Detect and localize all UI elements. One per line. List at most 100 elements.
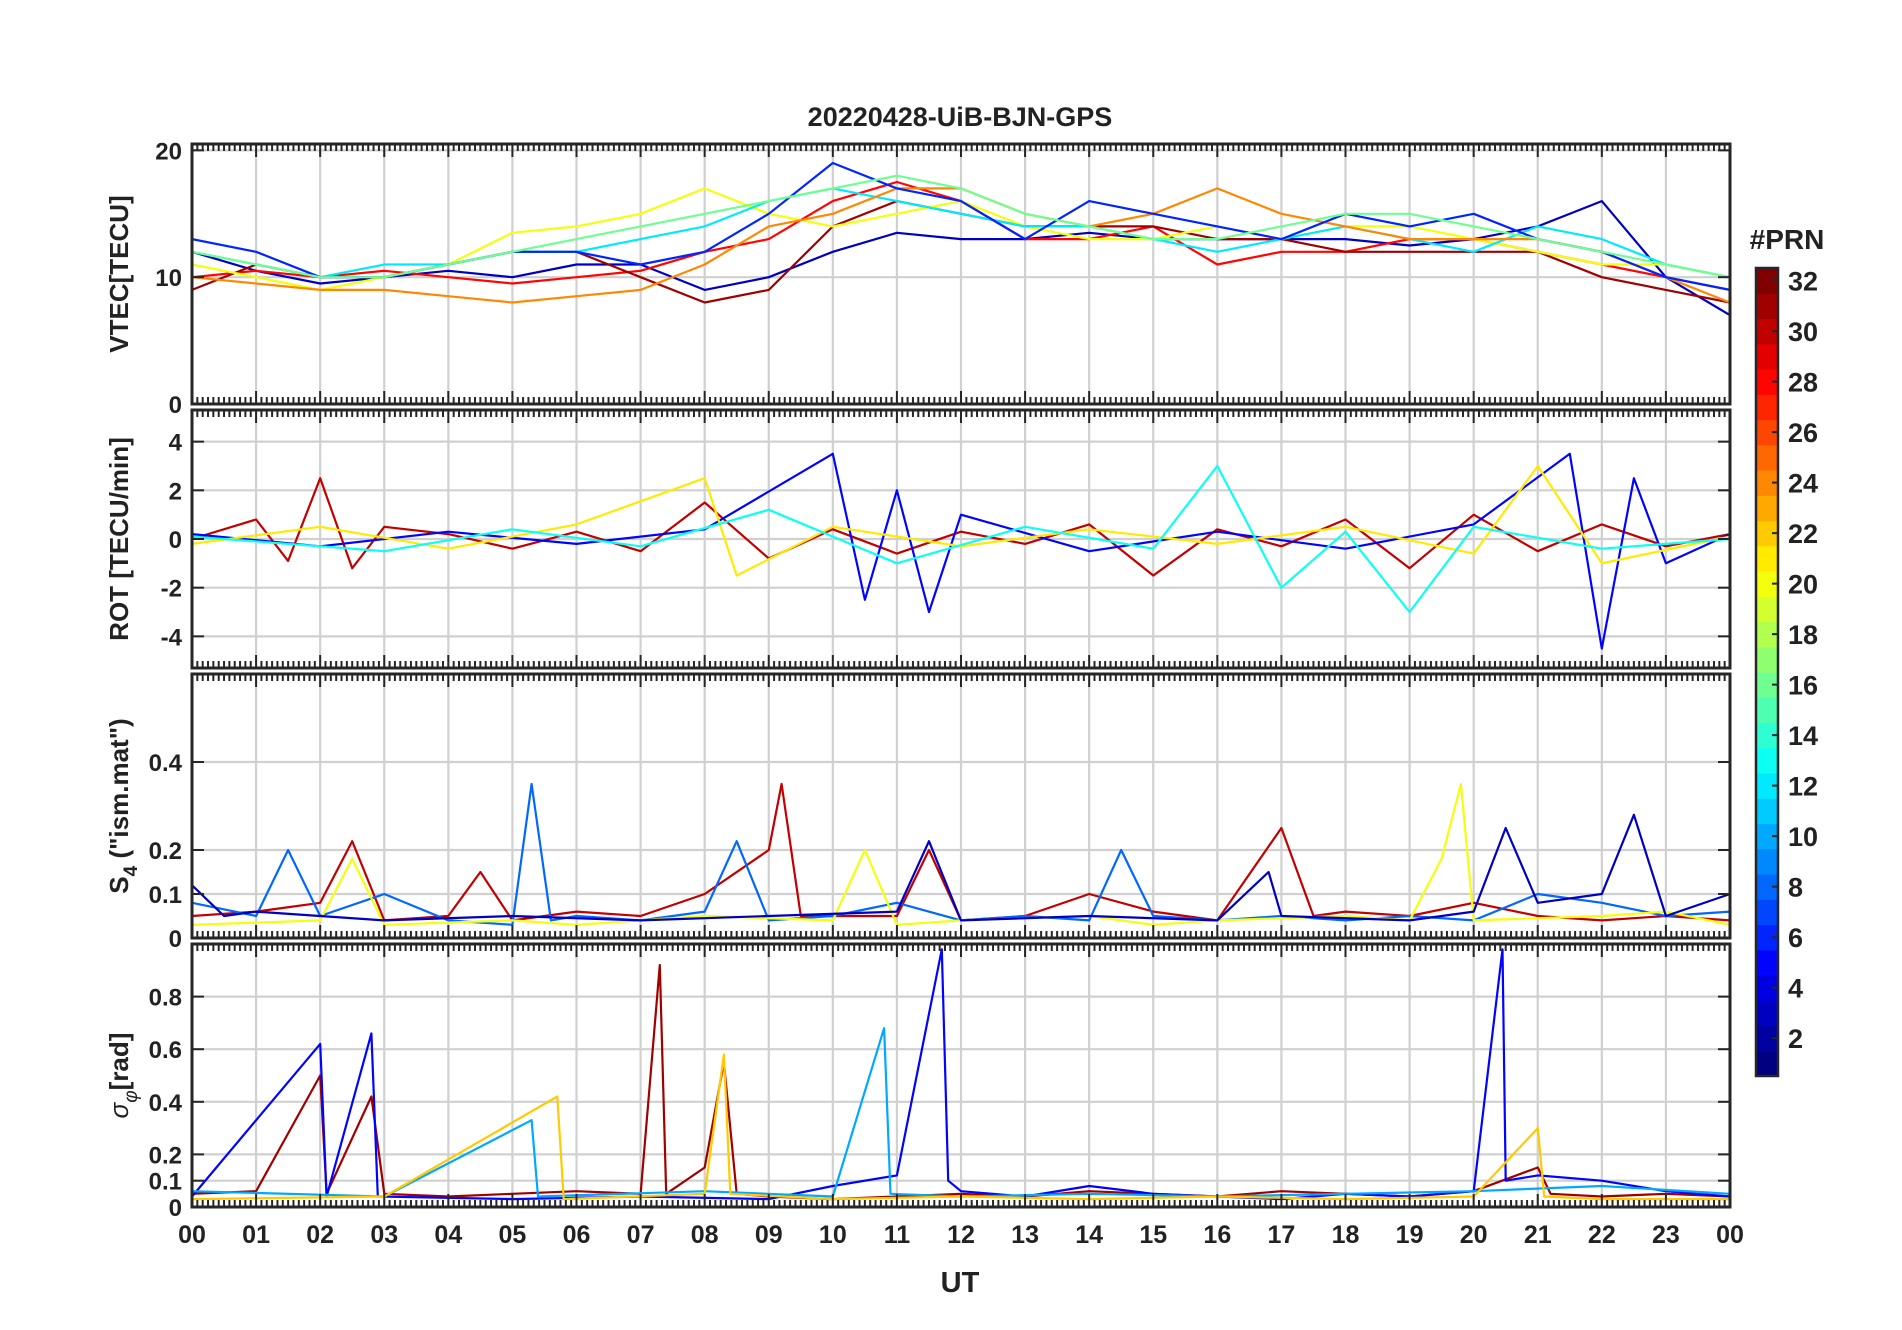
y-tick-label: 0.4 [149, 750, 183, 777]
y-tick-label: 20 [155, 138, 182, 165]
x-tick-label: 15 [1139, 1221, 1167, 1249]
colorbar-segment [1756, 697, 1778, 724]
y-axis-label: ROT [TECU/min] [104, 437, 134, 641]
colorbar-segment [1756, 1025, 1778, 1052]
y-axis-label: VTEC[TECU] [104, 195, 134, 352]
y-tick-label: 0.2 [149, 838, 182, 865]
series-line-prn-21 [192, 464, 1730, 577]
colorbar-segment [1756, 874, 1778, 900]
x-tick-label: 19 [1396, 1221, 1424, 1249]
y-tick-label: 0.8 [149, 985, 182, 1012]
colorbar-segment [1756, 495, 1778, 522]
colorbar-segment [1756, 369, 1778, 395]
x-tick-label: 00 [178, 1221, 206, 1249]
colorbar-tick-label: 24 [1788, 469, 1818, 499]
colorbar-segment [1756, 394, 1778, 421]
colorbar-segment [1756, 621, 1778, 648]
x-tick-label: 05 [499, 1221, 527, 1249]
series-line-prn-8 [192, 782, 1730, 926]
colorbar-segment [1756, 293, 1778, 320]
y-axis-label: σφ[rad] [104, 1033, 142, 1119]
series-line-prn-5 [192, 452, 1730, 650]
panel-3: 0 0.1 0.2 0.4 S4 ("ism.mat") [104, 672, 1732, 953]
x-tick-label: 03 [370, 1221, 398, 1249]
x-tick-label: 16 [1203, 1221, 1231, 1249]
y-tick-label: 0 [169, 926, 182, 953]
colorbar-tick-label: 4 [1788, 974, 1803, 1004]
colorbar-tick-label: 8 [1788, 873, 1803, 903]
x-tick-label: 14 [1075, 1221, 1103, 1249]
x-tick-label: 08 [691, 1221, 719, 1249]
y-tick-label: 0.6 [149, 1037, 182, 1064]
x-tick-label: 23 [1652, 1221, 1680, 1249]
y-axis-label: S4 ("ism.mat") [104, 718, 142, 893]
y-axis-label-rest: [rad] [104, 1033, 134, 1091]
colorbar-tick-label: 28 [1788, 368, 1818, 398]
colorbar-segment [1756, 268, 1778, 294]
x-tick-label: 18 [1332, 1221, 1360, 1249]
y-tick-label: 0.4 [149, 1090, 183, 1117]
colorbar-tick-label: 32 [1788, 267, 1818, 297]
series-line-prn-13 [192, 464, 1730, 614]
series-group [192, 782, 1730, 926]
y-tick-label: 0 [169, 527, 182, 554]
y-tick-label: 4 [169, 430, 183, 457]
y-axis-label-main: S [104, 876, 134, 893]
colorbar-segment [1756, 419, 1778, 446]
panel-1: 0 10 20 VTEC[TECU] [104, 138, 1732, 419]
x-tick-label: 09 [755, 1221, 783, 1249]
y-tick-label: 0.1 [149, 1169, 182, 1196]
colorbar-segment [1756, 520, 1778, 547]
colorbar-tick-label: 20 [1788, 570, 1818, 600]
x-tick-label: 06 [563, 1221, 591, 1249]
colorbar-tick-label: 14 [1788, 721, 1818, 751]
colorbar-tick-label: 12 [1788, 772, 1818, 802]
colorbar-tick-label: 18 [1788, 620, 1818, 650]
panel-frame [190, 672, 1732, 940]
y-tick-label: 0 [169, 392, 182, 419]
x-tick-label: 07 [627, 1221, 655, 1249]
colorbar-segment [1756, 470, 1778, 496]
colorbar-tick-label: 30 [1788, 317, 1818, 347]
colorbar-segment [1756, 343, 1778, 370]
colorbar-segment [1756, 596, 1778, 623]
colorbar-tick-label: 22 [1788, 519, 1818, 549]
y-tick-label: -4 [161, 624, 183, 651]
colorbar-tick-label: 26 [1788, 418, 1818, 448]
x-tick-label: 22 [1588, 1221, 1616, 1249]
colorbar-segment [1756, 848, 1778, 875]
x-tick-label: 12 [947, 1221, 975, 1249]
colorbar-segment [1756, 747, 1778, 774]
series-group [192, 161, 1730, 317]
panel-frame [190, 942, 1732, 1209]
panel-2: -4 -2 0 2 4 ROT [TECU/min] [104, 408, 1732, 670]
y-tick-label: 2 [169, 478, 182, 505]
y-tick-label: -2 [161, 576, 182, 603]
x-tick-label: 04 [434, 1221, 462, 1249]
colorbar-segment [1756, 823, 1778, 850]
colorbar-segment [1756, 975, 1778, 1001]
colorbar-segment [1756, 646, 1778, 673]
x-tick-label: 10 [819, 1221, 847, 1249]
x-tick-label: 20 [1460, 1221, 1488, 1249]
x-tick-label: 17 [1268, 1221, 1296, 1249]
x-tick-label: 00 [1716, 1221, 1744, 1249]
series-line-prn-10 [192, 1027, 1730, 1198]
x-axis-label: UT [941, 1267, 980, 1299]
colorbar-label: #PRN [1750, 224, 1825, 255]
colorbar-segment [1756, 924, 1778, 951]
colorbar-segment [1756, 672, 1778, 698]
y-axis-label-subscript: 4 [121, 865, 142, 876]
colorbar-segment [1756, 1050, 1778, 1077]
colorbar-segment [1756, 798, 1778, 825]
chart-title: 20220428-UiB-BJN-GPS [808, 102, 1113, 132]
colorbar-segment [1756, 773, 1778, 799]
panel-frame [190, 142, 1732, 406]
y-tick-label: 0.1 [149, 882, 182, 909]
y-tick-label: 10 [155, 265, 182, 292]
colorbar-segment [1756, 571, 1778, 597]
series-line-prn-30 [192, 477, 1730, 577]
y-tick-label: 0 [169, 1195, 182, 1222]
